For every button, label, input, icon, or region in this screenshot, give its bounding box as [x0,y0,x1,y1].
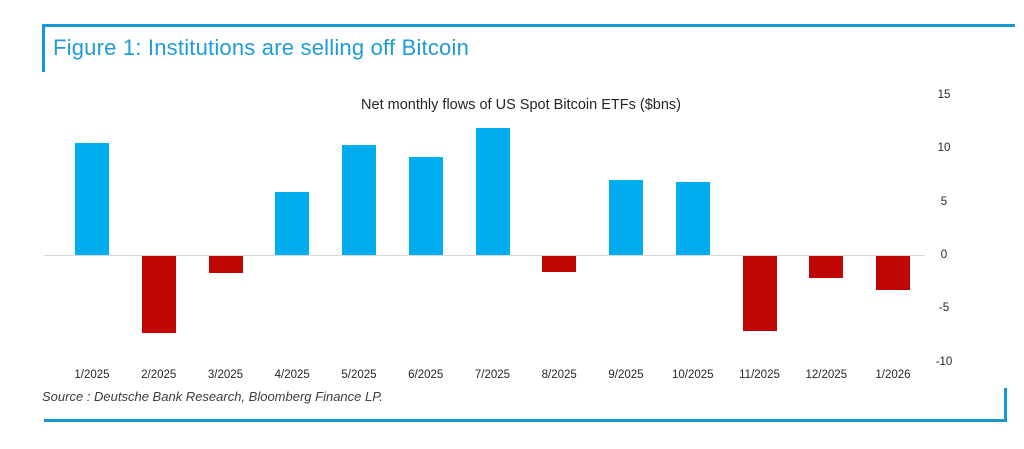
chart-title: Net monthly flows of US Spot Bitcoin ETF… [361,97,681,113]
top-frame-rule [42,24,1015,27]
bar-2-2025 [141,256,176,333]
x-tick-9-2025: 9/2025 [608,369,644,381]
x-tick-2-2025: 2/2025 [141,369,177,381]
x-tick-8-2025: 8/2025 [541,369,577,381]
bar-7-2025 [475,127,510,255]
y-tick--10: -10 [935,355,953,368]
bar-11-2025 [742,256,777,331]
bottom-frame-rule [44,419,1007,422]
x-tick-1-2025: 1/2025 [74,369,110,381]
x-tick-10-2025: 10/2025 [671,369,714,381]
bottom-right-bracket [1004,388,1007,422]
x-tick-7-2025: 7/2025 [474,369,511,381]
plot-area [44,85,925,375]
x-tick-6-2025: 6/2025 [408,369,444,381]
bar-4-2025 [275,191,310,255]
x-tick-5-2025: 5/2025 [341,369,377,381]
y-tick-5: 5 [940,195,948,208]
x-tick-4-2025: 4/2025 [274,369,310,381]
x-tick-1-2026: 1/2026 [875,369,911,381]
y-tick--5: -5 [938,302,950,315]
x-tick-12-2025: 12/2025 [805,369,848,381]
figure-title: Figure 1: Institutions are selling off B… [53,35,470,60]
zero-baseline [44,255,925,256]
y-tick-10: 10 [937,142,951,155]
title-left-bracket [42,24,45,72]
y-tick-15: 15 [937,88,951,101]
bar-6-2025 [408,156,443,255]
source-note: Source : Deutsche Bank Research, Bloombe… [42,389,383,404]
bar-3-2025 [208,256,243,274]
bar-10-2025 [675,182,710,255]
y-tick-0: 0 [940,249,948,261]
bar-8-2025 [542,256,577,273]
x-tick-11-2025: 11/2025 [739,369,780,381]
bar-1-2025 [75,142,109,255]
bar-9-2025 [609,180,643,255]
bar-5-2025 [342,144,376,255]
bar-12-2025 [809,256,844,279]
bar-1-2026 [876,256,910,291]
x-tick-3-2025: 3/2025 [207,369,244,381]
